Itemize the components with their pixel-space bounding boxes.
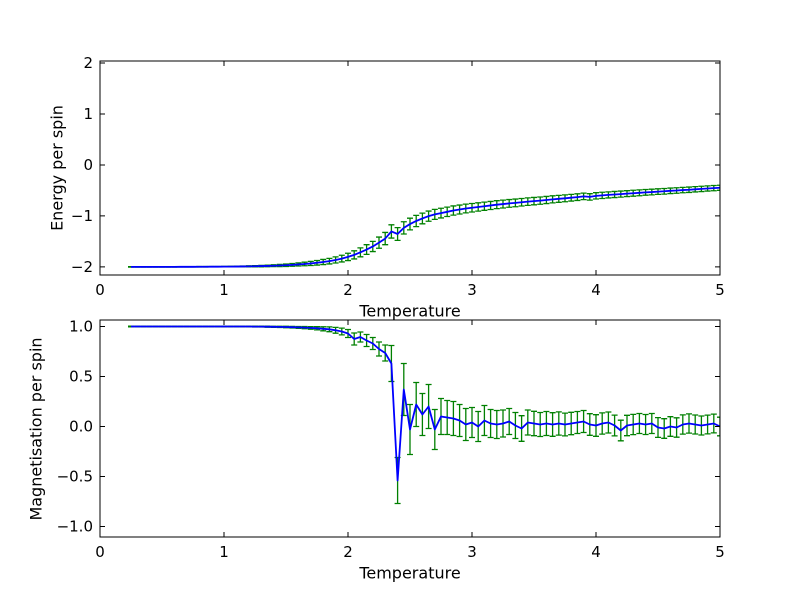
y-tick-label: 0.0	[69, 418, 93, 436]
y-tick-label: −2	[71, 258, 93, 276]
y-tick-label: 0	[83, 156, 93, 174]
x-tick-label: 1	[219, 281, 229, 299]
magnetisation-x-axis-label: Temperature	[359, 563, 461, 583]
x-tick-label: 1	[219, 543, 229, 561]
error-bars	[128, 325, 720, 505]
energy-vs-temperature-line	[131, 186, 720, 268]
magnetisation-vs-temperature-line	[131, 325, 720, 482]
error-bars	[128, 184, 720, 268]
x-tick-label: 0	[95, 543, 105, 561]
x-tick-label: 2	[343, 281, 353, 299]
plot-border	[99, 319, 721, 538]
x-tick-label: 4	[591, 281, 601, 299]
y-tick-label: 1	[83, 105, 93, 123]
y-tick-label: 1.0	[69, 318, 93, 336]
x-tick-label: 3	[467, 281, 477, 299]
error-bar	[717, 184, 720, 191]
x-tick-label: 2	[343, 543, 353, 561]
energy-y-axis-label: Energy per spin	[47, 105, 67, 231]
y-tick-label: 2	[83, 54, 93, 72]
x-tick-label: 3	[467, 543, 477, 561]
x-tick-label: 4	[591, 543, 601, 561]
y-tick-label: −1.0	[57, 518, 93, 536]
y-tick-label: −1	[71, 207, 93, 225]
magnetisation-y-axis-label: Magnetisation per spin	[26, 337, 46, 521]
x-tick-label: 5	[715, 543, 725, 561]
y-tick-label: 0.5	[69, 368, 93, 386]
energy-x-axis-label: Temperature	[359, 301, 461, 321]
error-bar	[717, 416, 720, 437]
plot-border	[99, 60, 721, 276]
y-tick-label: −0.5	[57, 468, 93, 486]
x-tick-label: 5	[715, 281, 725, 299]
x-tick-label: 0	[95, 281, 105, 299]
